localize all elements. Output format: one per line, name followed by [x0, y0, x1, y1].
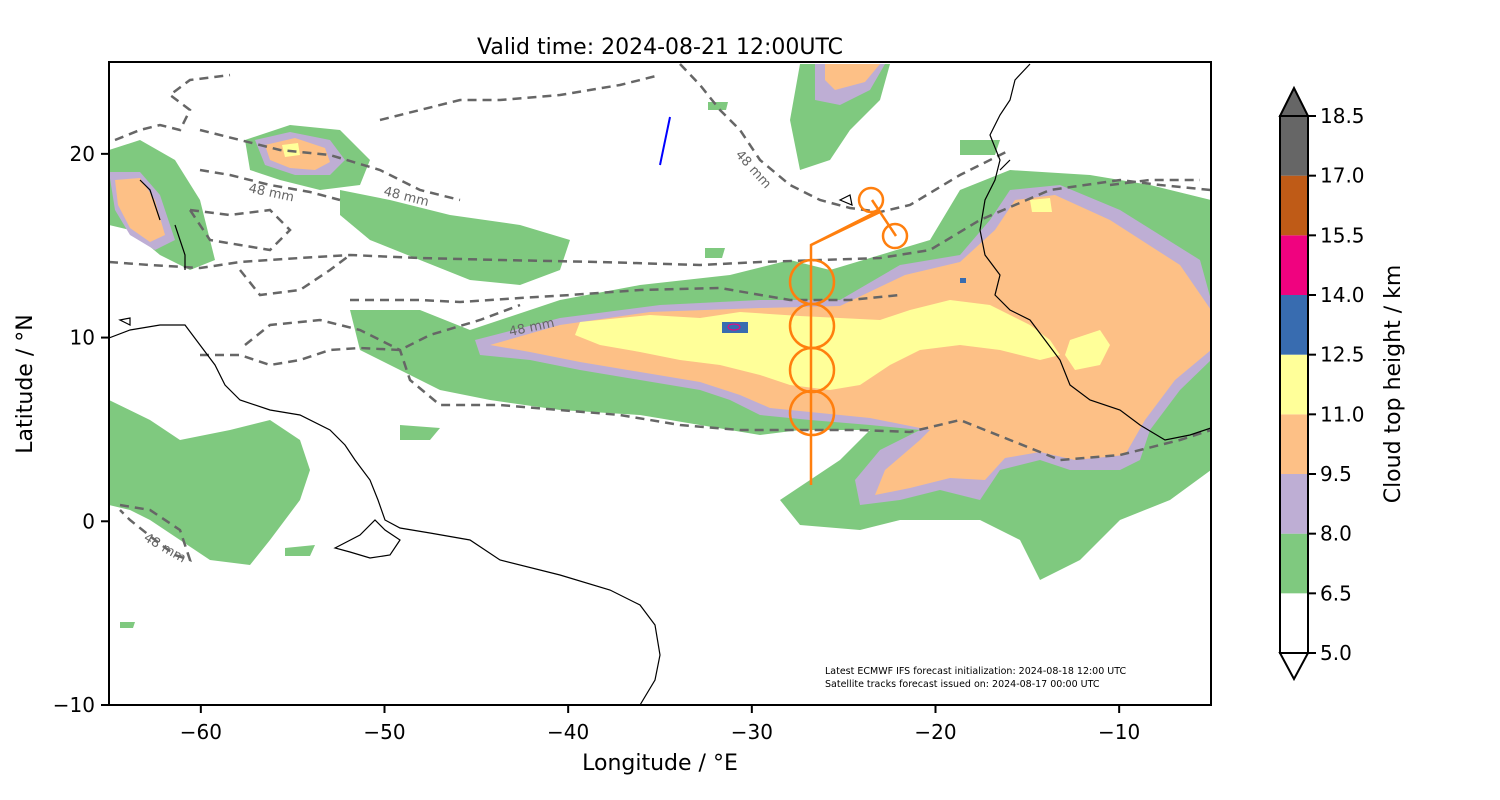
colorbar-tick-label: 15.5 [1320, 223, 1365, 247]
colorbar-tick-label: 11.0 [1320, 402, 1365, 426]
colorbar-tick-label: 12.5 [1320, 343, 1365, 367]
colorbar-tick-label: 6.5 [1320, 581, 1352, 605]
cloud-field-blue [722, 322, 748, 333]
x-tick-label: −10 [1098, 720, 1140, 744]
precip-contours [109, 63, 1211, 562]
satellite-track [659, 116, 671, 166]
annotation-line-2: Satellite tracks forecast issued on: 202… [825, 679, 1100, 690]
y-tick-label: 10 [70, 326, 95, 350]
map-axes-frame [108, 61, 1212, 706]
colorbar-segment [1280, 593, 1308, 653]
x-axis-label: Longitude / °E [582, 751, 738, 776]
y-tick-label: 20 [70, 142, 95, 166]
y-tick-label: −10 [53, 693, 95, 717]
colorbar-segment [1280, 474, 1308, 534]
annotation-line-1: Latest ECMWF IFS forecast initialization… [825, 666, 1126, 677]
flight-track [788, 186, 909, 485]
x-axis: −60 −50 −40 −30 −20 −10 [180, 705, 1140, 744]
x-tick-label: −40 [547, 720, 589, 744]
colorbar-segment [1280, 295, 1308, 355]
colorbar-segment [1280, 354, 1308, 415]
colorbar-segment [1280, 533, 1308, 594]
x-tick-label: −60 [180, 720, 222, 744]
flight-circle [788, 389, 836, 437]
colorbar-tick-label: 14.0 [1320, 283, 1365, 307]
colorbar-tick-label: 9.5 [1320, 462, 1352, 486]
y-axis-label: Latitude / °N [13, 314, 38, 453]
colorbar-segment [1280, 116, 1308, 176]
colorbar-label: Cloud top height / km [1381, 265, 1406, 504]
cloud-field-yellow [282, 143, 1110, 390]
colorbar-segment [1280, 235, 1308, 295]
colorbar-segment [1280, 175, 1308, 236]
x-tick-label: −20 [914, 720, 956, 744]
coastlines [109, 63, 1211, 705]
map-title: Valid time: 2024-08-21 12:00UTC [477, 35, 843, 60]
colorbar-tick-label: 5.0 [1320, 641, 1352, 665]
forecast-annotation: Latest ECMWF IFS forecast initialization… [825, 666, 1126, 690]
colorbar-frame [1279, 115, 1309, 654]
y-axis: 20 10 0 −10 [53, 142, 109, 717]
flight-circle [857, 186, 885, 214]
flight-circle [881, 222, 909, 250]
colorbar: 5.0 6.5 8.0 9.5 11.0 12.5 14.0 15.5 17.0 18.5 [1278, 85, 1365, 682]
x-tick-label: −50 [363, 720, 405, 744]
colorbar-extend-max [1278, 85, 1310, 117]
map-panel: 48 mm 48 mm 48 mm 48 mm 48 mm [109, 62, 1211, 705]
colorbar-extend-min [1278, 652, 1310, 682]
colorbar-tick-label: 17.0 [1320, 164, 1365, 188]
colorbar-segment [1280, 414, 1308, 474]
x-tick-label: −30 [731, 720, 773, 744]
colorbar-tick-label: 8.0 [1320, 522, 1352, 546]
y-tick-label: 0 [82, 509, 95, 533]
colorbar-tick-label: 18.5 [1320, 104, 1365, 128]
